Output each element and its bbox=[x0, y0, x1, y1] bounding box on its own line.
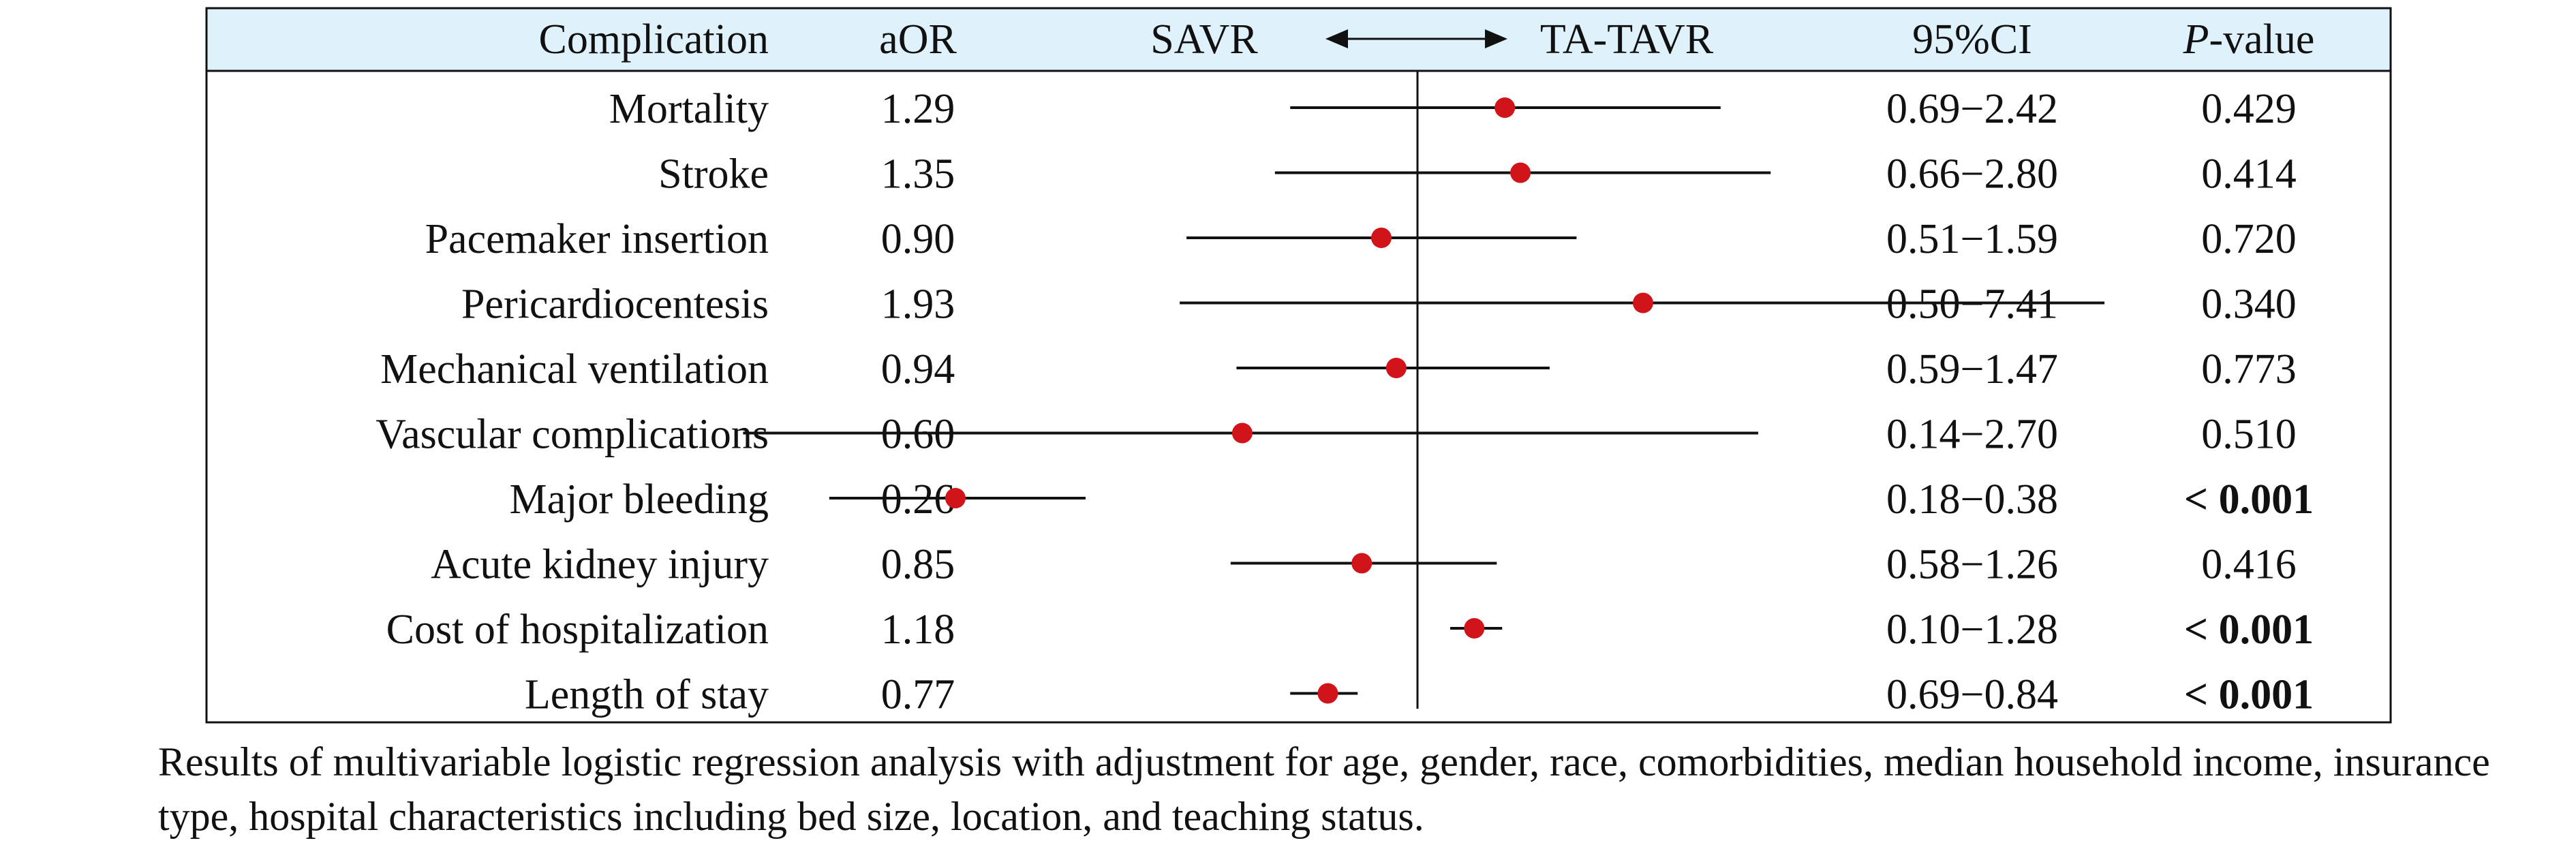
row-p-value: < 0.001 bbox=[2184, 672, 2314, 718]
header-p-italic: P bbox=[2183, 16, 2209, 63]
point-estimate bbox=[1370, 228, 1392, 248]
row-label: Pericardiocentesis bbox=[461, 281, 769, 328]
forest-row: Pericardiocentesis 1.93 0.50−7.41 0.340 bbox=[461, 281, 2297, 328]
row-label: Pacemaker insertion bbox=[425, 216, 769, 262]
row-ci: 0.50−7.41 bbox=[1886, 281, 2058, 328]
direction-arrow bbox=[1325, 29, 1507, 48]
row-p-value: < 0.001 bbox=[2184, 476, 2314, 523]
row-aor: 1.35 bbox=[881, 151, 955, 198]
forest-row: Major bleeding 0.26 0.18−0.38 < 0.001 bbox=[509, 476, 2314, 523]
header-savr: SAVR bbox=[1150, 16, 1258, 63]
row-aor: 1.18 bbox=[881, 606, 955, 653]
row-label: Length of stay bbox=[525, 672, 769, 718]
row-aor: 0.85 bbox=[881, 542, 955, 588]
forest-row: Vascular complications 0.60 0.14−2.70 0.510 bbox=[375, 412, 2297, 458]
row-aor: 0.90 bbox=[881, 216, 955, 262]
row-ci: 0.18−0.38 bbox=[1886, 476, 2058, 523]
row-ci: 0.14−2.70 bbox=[1886, 412, 2058, 458]
row-label: Mechanical ventilation bbox=[380, 346, 769, 393]
header-ci: 95%CI bbox=[1912, 16, 2032, 63]
row-p-value: 0.720 bbox=[2201, 216, 2297, 262]
row-p-value: 0.510 bbox=[2201, 412, 2297, 458]
forest-plot: Complication aOR SAVR TA-TAVR 95%CI P-va… bbox=[205, 7, 2392, 724]
row-label: Mortality bbox=[609, 86, 769, 132]
row-label: Major bleeding bbox=[509, 476, 769, 523]
header-p-value: P-value bbox=[2183, 16, 2315, 63]
header-band bbox=[206, 8, 2391, 71]
forest-row: Mechanical ventilation 0.94 0.59−1.47 0.773 bbox=[380, 346, 2297, 393]
point-estimate bbox=[1351, 553, 1373, 574]
row-aor: 1.93 bbox=[881, 281, 955, 328]
point-estimate bbox=[1494, 97, 1516, 118]
table-frame bbox=[205, 7, 2392, 724]
row-p-value: 0.773 bbox=[2201, 346, 2297, 393]
row-label: Acute kidney injury bbox=[431, 542, 769, 588]
forest-row: Mortality 1.29 0.69−2.42 0.429 bbox=[609, 86, 2297, 132]
figure-caption: Results of multivariable logistic regres… bbox=[158, 739, 2490, 839]
row-p-value: < 0.001 bbox=[2184, 606, 2314, 653]
forest-row: Pacemaker insertion 0.90 0.51−1.59 0.720 bbox=[425, 216, 2297, 262]
forest-row: Acute kidney injury 0.85 0.58−1.26 0.416 bbox=[431, 542, 2297, 588]
forest-row: Cost of hospitalization 1.18 0.10−1.28 < 0.… bbox=[386, 606, 2314, 653]
row-p-value: 0.429 bbox=[2201, 86, 2297, 132]
point-estimate bbox=[1510, 162, 1531, 183]
row-ci: 0.69−0.84 bbox=[1886, 672, 2058, 718]
row-aor: 0.94 bbox=[881, 346, 955, 393]
point-estimate bbox=[1231, 422, 1253, 444]
row-label: Stroke bbox=[658, 151, 769, 198]
point-estimate bbox=[945, 488, 966, 508]
point-estimate bbox=[1464, 618, 1485, 639]
row-p-value: 0.414 bbox=[2201, 151, 2297, 198]
row-p-value: 0.416 bbox=[2201, 542, 2297, 588]
row-ci: 0.66−2.80 bbox=[1886, 151, 2058, 198]
point-estimate bbox=[1317, 683, 1338, 704]
forest-row: Stroke 1.35 0.66−2.80 0.414 bbox=[658, 151, 2297, 198]
header-p-rest: -value bbox=[2209, 16, 2314, 63]
point-estimate bbox=[1385, 358, 1407, 378]
row-ci: 0.10−1.28 bbox=[1886, 606, 2058, 653]
row-label: Cost of hospitalization bbox=[386, 606, 769, 653]
header-aor: aOR bbox=[879, 16, 957, 63]
row-ci: 0.51−1.59 bbox=[1886, 216, 2058, 262]
row-ci: 0.59−1.47 bbox=[1886, 346, 2058, 393]
row-aor: 0.77 bbox=[881, 672, 955, 718]
row-ci: 0.69−2.42 bbox=[1886, 86, 2058, 132]
row-aor: 1.29 bbox=[881, 86, 955, 132]
header-complication: Complication bbox=[538, 16, 769, 63]
point-estimate bbox=[1632, 292, 1653, 313]
row-ci: 0.58−1.26 bbox=[1886, 542, 2058, 588]
row-p-value: 0.340 bbox=[2201, 281, 2297, 328]
row-label: Vascular complications bbox=[375, 412, 769, 458]
forest-row: Length of stay 0.77 0.69−0.84 < 0.001 bbox=[525, 672, 2314, 718]
header-ta-tavr: TA-TAVR bbox=[1540, 16, 1714, 63]
